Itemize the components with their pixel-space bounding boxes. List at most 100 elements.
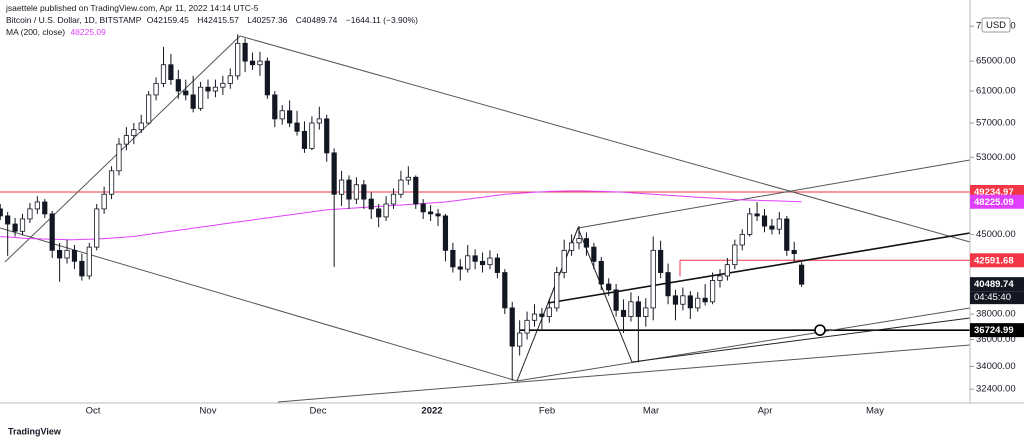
candle-body — [398, 179, 404, 195]
candle-body — [709, 280, 716, 303]
candle-body — [791, 249, 797, 255]
candle-body — [235, 42, 241, 77]
candle-body — [502, 272, 508, 309]
change: −1644.11 (−3.90%) — [345, 15, 418, 25]
last-price-label: 40489.74 — [974, 279, 1014, 290]
candle-body — [702, 297, 708, 303]
y-tick-label: 61000.00 — [976, 86, 1016, 97]
ma-value: 48225.09 — [70, 27, 106, 37]
candle-body — [71, 249, 78, 262]
candle-body — [769, 225, 775, 230]
candle-body — [568, 242, 575, 251]
trend-line — [277, 344, 971, 403]
drawings — [0, 35, 971, 403]
trend-line — [0, 227, 518, 382]
y-tick-label: 38000.00 — [976, 309, 1016, 320]
candle-body — [665, 272, 671, 297]
candle-body — [168, 64, 174, 80]
x-tick-label: Nov — [200, 406, 217, 417]
candle-body — [175, 79, 181, 92]
candle-body — [428, 211, 434, 215]
candle-body — [405, 176, 411, 181]
trend-line — [239, 35, 971, 243]
ohlc-label: C40489.74 — [296, 15, 341, 25]
candle-body — [784, 218, 790, 251]
candle-body — [368, 198, 374, 210]
candle-body — [635, 301, 641, 317]
candle-body — [524, 319, 530, 334]
x-tick-label: Oct — [86, 406, 101, 417]
candle-body — [79, 260, 85, 277]
candle-body — [257, 60, 263, 66]
candle-body — [487, 257, 493, 266]
candle-body — [34, 201, 40, 210]
ma-price-label-box — [970, 194, 1024, 209]
candle-body — [353, 184, 360, 200]
trend-line — [516, 307, 971, 382]
candle-body — [650, 249, 656, 309]
countdown-box — [970, 291, 1024, 305]
candle-body — [420, 203, 426, 213]
pattern-line — [516, 226, 971, 382]
candle-body — [279, 110, 285, 120]
candle-body — [227, 75, 233, 84]
candle-body — [331, 152, 337, 195]
ohlc-label: O42159.45 — [147, 15, 192, 25]
candle-body — [739, 233, 745, 246]
candle-body — [49, 213, 55, 251]
level-price-label-box — [970, 323, 1024, 338]
o-val: 42159.45 — [153, 15, 189, 25]
candle-body — [539, 313, 545, 317]
candle-body — [131, 129, 137, 136]
publisher-line: jsaettele published on TradingView.com, … — [6, 3, 259, 13]
y-tick-label: 53000.00 — [976, 152, 1016, 163]
ma-line: MA (200, close) 48225.09 — [6, 27, 109, 37]
candle-body — [383, 203, 389, 218]
candle-body — [338, 179, 345, 195]
currency-label: USD — [986, 20, 1006, 31]
candle-body — [108, 170, 115, 195]
candle-body — [264, 60, 270, 96]
candle-body — [287, 110, 293, 124]
candle-body — [376, 208, 382, 218]
candle-body — [776, 218, 782, 230]
candle-body — [747, 213, 753, 235]
candle-body — [554, 272, 560, 309]
candle-body — [42, 201, 48, 215]
y-tick-label: 36000.00 — [976, 334, 1016, 345]
trend-line — [577, 159, 971, 229]
x-tick-label: Feb — [539, 406, 555, 417]
candle-body — [272, 94, 278, 120]
candle-body — [19, 218, 26, 232]
candle-body — [27, 208, 33, 220]
candle-body — [613, 289, 619, 311]
candle-body — [754, 213, 760, 217]
candle-body — [101, 193, 107, 210]
candle-body — [672, 295, 679, 305]
candle-body — [658, 249, 664, 273]
candle-body — [494, 257, 500, 273]
candle-body — [153, 82, 159, 96]
x-tick-label: Mar — [643, 406, 659, 417]
candle-body — [695, 297, 701, 309]
last-price-label-box — [970, 277, 1024, 292]
candle-body — [116, 143, 122, 172]
trend-line — [4, 35, 241, 263]
candle-body — [94, 208, 100, 248]
level-price-label: 42591.68 — [974, 255, 1014, 266]
level-price-label-box — [970, 253, 1024, 268]
x-tick-label: Apr — [758, 406, 773, 417]
candle-body — [561, 249, 567, 273]
candle-body — [249, 60, 256, 66]
c-key: C — [295, 15, 302, 25]
candle-body — [628, 301, 634, 317]
candle-body — [576, 238, 582, 244]
candle-body — [390, 193, 397, 205]
currency-badge[interactable] — [981, 17, 1011, 33]
ma-line — [0, 190, 802, 241]
ma-name: MA (200, close) — [6, 27, 66, 37]
y-tick-label: 32400.00 — [976, 384, 1016, 395]
y-tick-label: 34000.00 — [976, 361, 1016, 372]
trend-line — [547, 232, 971, 304]
